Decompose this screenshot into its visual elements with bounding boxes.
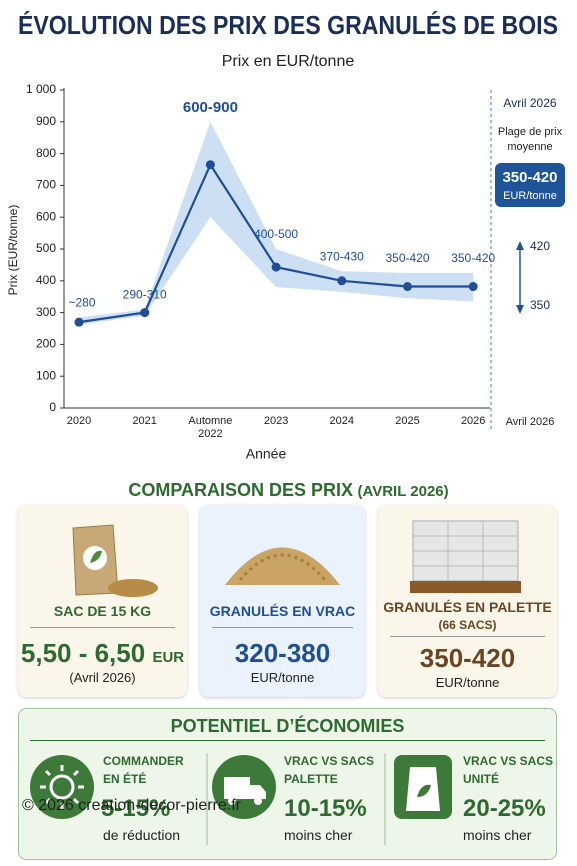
x-tick-label: 2026 [460,415,486,427]
card-rule [390,636,545,637]
savings-box [18,708,557,860]
forecast-box [495,163,565,207]
forecast-arrowheads [516,241,524,314]
y-tick-label: 400 [36,273,56,287]
data-point [205,160,215,170]
saving-note: moins cher [284,827,353,843]
chart-title: ÉVOLUTION DES PRIX DES GRANULÉS DE BOIS [18,10,558,40]
x-tick-label: 2024 [329,415,355,427]
pallet-icon [410,520,521,593]
pellets-icon [225,547,340,585]
y-axis-label: Prix (EUR/tonne) [6,205,20,296]
chart-subtitle: Prix en EUR/tonne [222,53,355,70]
range-label: ~280 [68,296,95,310]
comparison-subtitle: (AVRIL 2026) [357,483,449,500]
x-tick-label: 2025 [395,415,420,427]
y-tick-label: 600 [36,209,56,223]
card-name: GRANULÉS EN VRAC [209,603,356,619]
comparison-heading: COMPARAISON DES PRIX (AVRIL 2026) [0,480,577,501]
y-tick-label: 1 000 [26,82,56,96]
forecast-range: 350-420 [502,169,557,186]
card: GRANULÉS EN PALETTE (66 SACS) 350-420 EU… [378,505,557,697]
range-label: 370-430 [320,249,364,263]
card-note: (Avril 2026) [69,670,136,685]
y-tick-label: 100 [36,368,56,382]
savings-icons [30,753,452,845]
range-label: 350-420 [451,251,495,265]
y-tick-label: 0 [49,400,56,414]
range-label: 350-420 [385,251,429,265]
card-name: SAC DE 15 KG [53,603,152,619]
data-point [74,317,84,327]
x-axis-label: Année [246,446,287,462]
forecast-tick: Avril 2026 [506,416,555,428]
card-price: 320-380 [234,638,331,668]
data-point [468,282,478,292]
card-name: GRANULÉS EN PALETTE [383,599,552,615]
savings-rule [30,740,545,741]
range-label: 400-500 [254,227,298,241]
comparison-title: COMPARAISON DES PRIX [128,480,354,500]
card-price: 350-420 [419,643,516,673]
x-tick-label: 2020 [66,415,92,427]
x-tick-label: Automne 2022 [188,415,233,440]
saving-percent: 20-25% [463,795,546,822]
footer: © 2026 creation-decor-pierre.fr [22,797,241,814]
saving-note: moins cher [463,827,532,843]
card-detail: (66 SACS) [438,618,497,632]
forecast-unit: EUR/tonne [503,190,557,202]
saving-label: VRAC VS SACS PALETTE [284,754,375,786]
y-tick-label: 900 [36,114,56,128]
card-price-wrap: 5,50 - 6,50 EUR [18,638,187,669]
forecast-high: 420 [530,239,550,253]
chart: ÉVOLUTION DES PRIX DES GRANULÉS DE BOIS … [6,10,565,462]
range-label: 600-900 [183,99,238,116]
card-currency: EUR [152,649,185,666]
range-band [79,121,474,325]
forecast-header: Avril 2026 [503,96,556,110]
saving-note: de réduction [103,827,181,843]
data-point [337,276,347,286]
card-note: EUR/tonne [250,670,315,685]
card: GRANULÉS EN VRAC 320-380 EUR/tonne [200,505,365,697]
saving-percent: 5-15% [101,795,171,822]
card-rule [30,627,175,628]
y-tick-label: 500 [36,241,56,255]
range-label: 290-310 [123,288,167,302]
x-tick-label: 2023 [263,415,289,427]
data-point [403,282,412,292]
forecast-caption-box: Plage de prix moyenne [497,126,563,153]
saving-label: VRAC VS SACS UNITÉ [463,754,554,786]
card-price: 5,50 - 6,50 [20,638,146,668]
y-tick-label: 200 [36,337,56,351]
forecast-caption: Plage de prix moyenne [497,126,563,153]
data-point [271,262,281,272]
bag-icon [72,524,158,597]
forecast-low: 350 [530,298,550,312]
card: SAC DE 15 KG 5,50 - 6,50 EUR (Avril 2026… [18,505,187,697]
x-tick-label: 2021 [132,415,157,427]
y-tick-label: 700 [36,178,56,192]
saving-percent: 10-15% [284,795,367,822]
savings-title: POTENTIEL D’ÉCONOMIES [170,716,405,736]
data-point [140,308,150,318]
y-tick-label: 800 [36,146,56,160]
card-rule [212,627,353,628]
y-tick-label: 300 [36,305,56,319]
saving-label: COMMANDER EN ÉTÉ [103,754,184,786]
card-note: EUR/tonne [435,675,500,690]
